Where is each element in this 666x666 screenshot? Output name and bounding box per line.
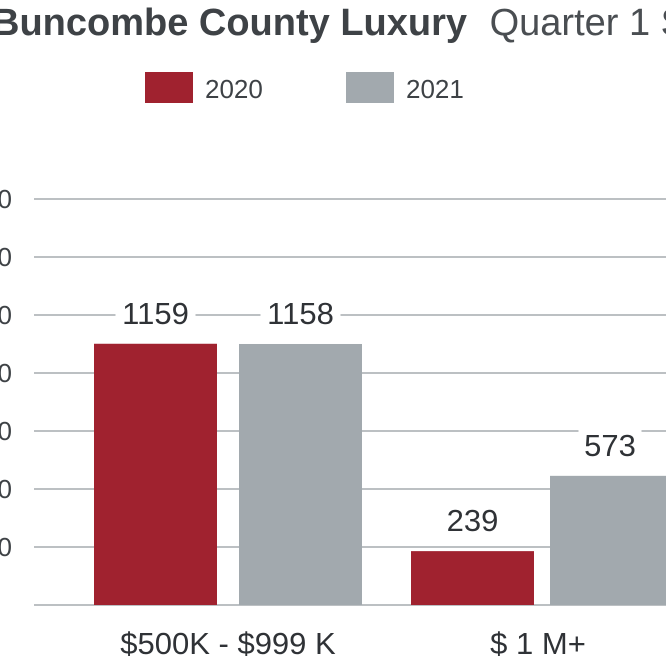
data-labels: 1159 1158 239 573 xyxy=(115,293,642,542)
legend-label-2020: 2020 xyxy=(205,74,263,104)
bars xyxy=(94,343,666,605)
legend-swatch-2021 xyxy=(346,72,394,103)
legend: 2020 2021 xyxy=(145,72,464,104)
data-label-2020-2: 239 xyxy=(447,503,499,538)
category-label-2: $ 1 M+ xyxy=(490,626,586,661)
y-tick-label: 0 xyxy=(0,242,12,272)
y-tick-label: 0 xyxy=(0,532,12,562)
data-label-2021-2: 573 xyxy=(584,428,636,463)
data-label-bg xyxy=(578,425,642,466)
data-label-2021-1: 1158 xyxy=(267,296,334,331)
data-label-2020-1: 1159 xyxy=(122,296,189,331)
bar-2020-2 xyxy=(411,551,534,605)
data-label-bg xyxy=(441,501,504,542)
y-tick-label: 0 xyxy=(0,184,12,214)
chart-title-main: Buncombe County Luxury xyxy=(0,2,467,44)
y-axis-ticks: 0 0 0 0 0 0 0 xyxy=(0,184,12,562)
data-label-bg xyxy=(115,293,196,334)
y-tick-label: 0 xyxy=(0,416,12,446)
y-tick-label: 0 xyxy=(0,300,12,330)
y-tick-label: 0 xyxy=(0,474,12,504)
bar-2020-1 xyxy=(94,343,217,605)
category-labels: $500K - $999 K $ 1 M+ xyxy=(120,626,586,661)
legend-swatch-2020 xyxy=(145,72,193,103)
bar-2021-1 xyxy=(239,343,362,605)
category-label-1: $500K - $999 K xyxy=(120,626,336,661)
bar-2021-2 xyxy=(550,475,666,605)
y-tick-label: 0 xyxy=(0,358,12,388)
legend-label-2021: 2021 xyxy=(406,74,464,104)
chart-subtitle: Quarter 1 Sh xyxy=(490,2,666,44)
data-label-bg xyxy=(260,293,341,334)
chart-title: Buncombe County Luxury Quarter 1 Sh xyxy=(0,2,666,44)
